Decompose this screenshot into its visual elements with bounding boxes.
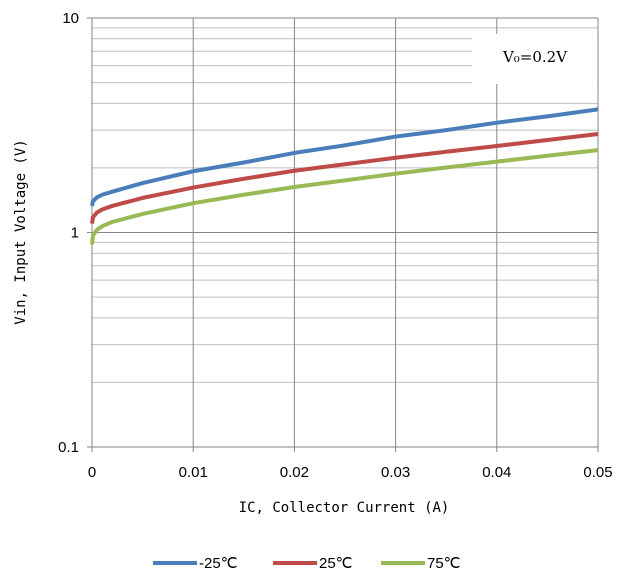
legend-label: 25℃ (319, 555, 353, 572)
x-axis-title: IC, Collector Current (A) (239, 500, 450, 516)
series-line (90, 107, 599, 207)
x-tick-label: 0.04 (482, 464, 511, 481)
x-tick-label: 0 (88, 464, 96, 481)
tick-labels: 0 0.01 0.02 0.03 0.04 0.05 0.1 1 10 (58, 10, 612, 481)
x-tick-label: 0.03 (381, 464, 410, 481)
y-axis-title: Vin, Input Voltage (V) (13, 139, 29, 324)
legend-label: 75℃ (427, 555, 461, 572)
y-tick-label: 10 (62, 10, 79, 27)
x-tick-label: 0.01 (179, 464, 208, 481)
annotation-box (472, 34, 597, 84)
x-tick-label: 0.05 (583, 464, 612, 481)
annotation-label: V₀=0.2V (502, 48, 568, 66)
y-tick-label: 1 (71, 225, 79, 242)
legend: -25℃ 25℃ 75℃ (153, 555, 461, 572)
series-line (90, 131, 599, 224)
series-layer (90, 107, 599, 245)
y-tick-label: 0.1 (58, 439, 79, 456)
x-tick-label: 0.02 (280, 464, 309, 481)
series-line (90, 148, 599, 245)
legend-label: -25℃ (199, 555, 238, 572)
